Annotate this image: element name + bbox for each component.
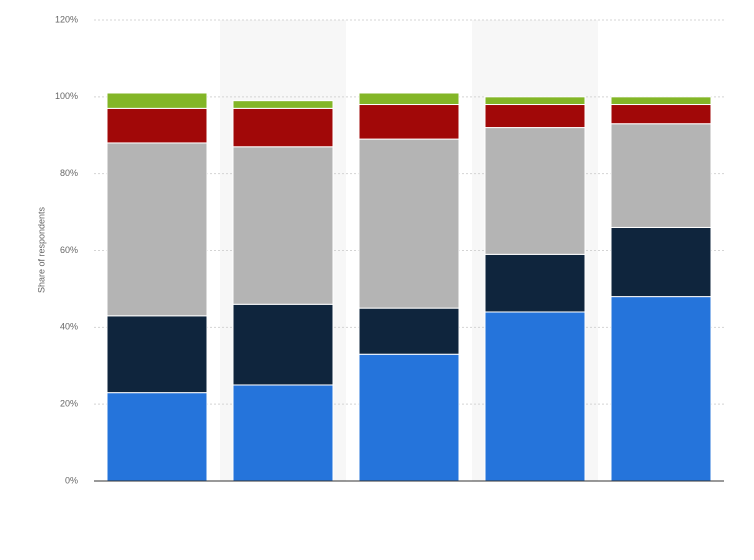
bar-segment <box>610 226 712 298</box>
bar-segment <box>484 96 586 106</box>
bar-segment <box>106 92 208 109</box>
bar-segment <box>358 92 460 106</box>
bar-segment <box>106 315 208 394</box>
bar-segment <box>484 104 586 129</box>
bar-segment <box>232 146 334 305</box>
bar-segment <box>610 96 712 106</box>
y-tick-label: 80% <box>60 168 78 178</box>
bar-segment <box>610 104 712 125</box>
bar-segment <box>610 296 712 482</box>
bar-segment <box>232 107 334 148</box>
bar-segment <box>232 303 334 386</box>
bar-segment <box>484 253 586 313</box>
y-tick-label: 60% <box>60 245 78 255</box>
bar-segment <box>358 104 460 140</box>
bar-segment <box>484 311 586 482</box>
bar-segment <box>610 123 712 228</box>
y-axis-label: Share of respondents <box>36 206 46 293</box>
y-tick-label: 120% <box>55 14 78 24</box>
y-tick-label: 0% <box>65 475 78 485</box>
bar-segment <box>358 138 460 309</box>
y-tick-label: 40% <box>60 322 78 332</box>
bar-segment <box>232 384 334 482</box>
bar-segment <box>106 142 208 317</box>
bar-segment <box>106 107 208 144</box>
bar-segment <box>106 392 208 482</box>
bar-segment <box>232 100 334 109</box>
bar-segment <box>484 127 586 255</box>
bar-segment <box>358 353 460 482</box>
bar-segment <box>358 307 460 355</box>
y-tick-label: 100% <box>55 91 78 101</box>
y-tick-label: 20% <box>60 399 78 409</box>
